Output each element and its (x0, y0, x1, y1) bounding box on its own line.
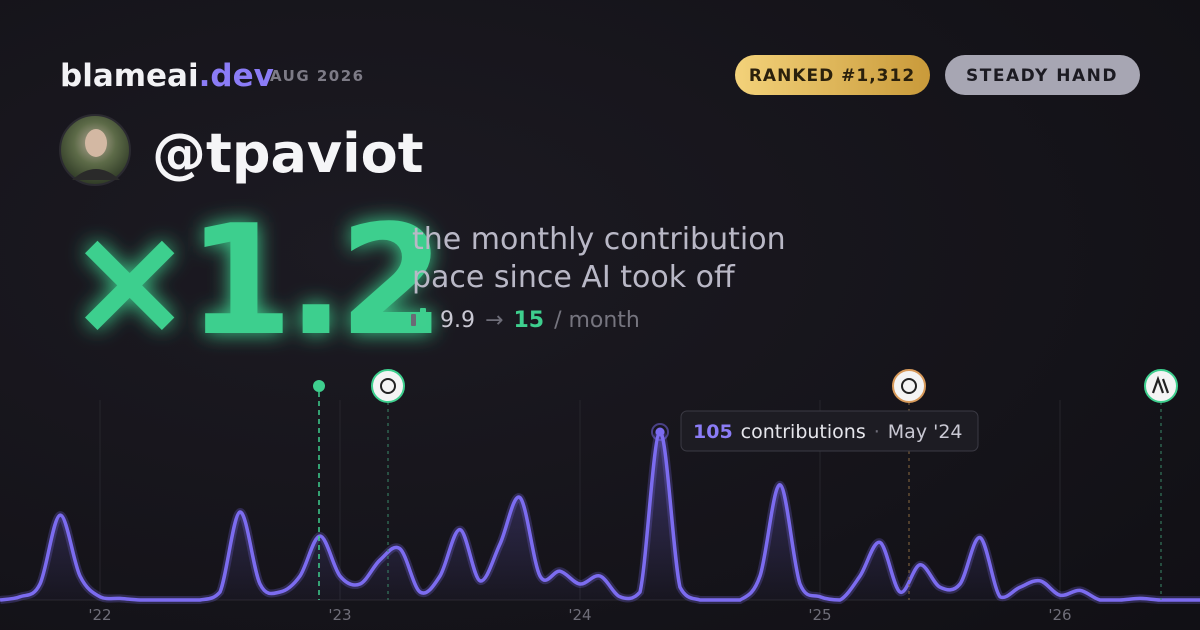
x-tick-label: '22 (88, 606, 111, 624)
event-icon-glyph (1151, 375, 1170, 394)
pace-unit: / month (554, 308, 640, 333)
rank-text: RANKED #1,312 (749, 66, 915, 86)
event-dot (313, 380, 325, 392)
event-icon-glyph (380, 378, 396, 394)
x-tick-label: '23 (328, 606, 351, 624)
tooltip-sep: · (874, 421, 880, 443)
avatar-face (85, 129, 107, 157)
line (0, 430, 1200, 602)
description-line: the monthly contribution (412, 222, 786, 257)
pace-icon (420, 308, 426, 326)
pace-icon (411, 314, 416, 326)
area (0, 431, 1200, 600)
brand-name: blameai (60, 58, 199, 94)
event-icon (892, 369, 926, 403)
tooltip-text: 105 contributions · May '24 (693, 421, 963, 443)
rank-badge (735, 55, 930, 95)
brand: blameai.dev (60, 58, 274, 94)
tooltip: 105 contributions · May '24 (680, 410, 979, 452)
description-line: pace since AI took off (412, 260, 736, 295)
avatar-body (72, 169, 120, 180)
event-icon (371, 369, 405, 403)
peak-point (655, 427, 665, 437)
x-tick-label: '24 (568, 606, 591, 624)
peak-ring (651, 423, 669, 441)
brand-suffix: .dev (199, 58, 274, 94)
pace: 9.9 → 15 / month (440, 308, 640, 333)
title-badge (945, 55, 1140, 95)
title-text: STEADY HAND (966, 66, 1118, 86)
tooltip-value: 105 (693, 421, 733, 443)
pace-arrow: → (485, 308, 503, 333)
pace-before: 9.9 (440, 308, 475, 333)
event-icon-glyph (901, 378, 917, 394)
period: AUG 2026 (270, 67, 365, 85)
pace-after: 15 (513, 308, 544, 333)
multiplier: ×1.2 (66, 192, 439, 369)
chart: '22 '23 '24 '25 '26 (0, 400, 1200, 624)
tooltip-label: contributions (741, 421, 866, 443)
tooltip-box (680, 410, 979, 452)
handle: @tpaviot (152, 122, 424, 185)
x-tick-label: '26 (1048, 606, 1071, 624)
tooltip-date: May '24 (888, 421, 963, 443)
x-tick-label: '25 (808, 606, 831, 624)
